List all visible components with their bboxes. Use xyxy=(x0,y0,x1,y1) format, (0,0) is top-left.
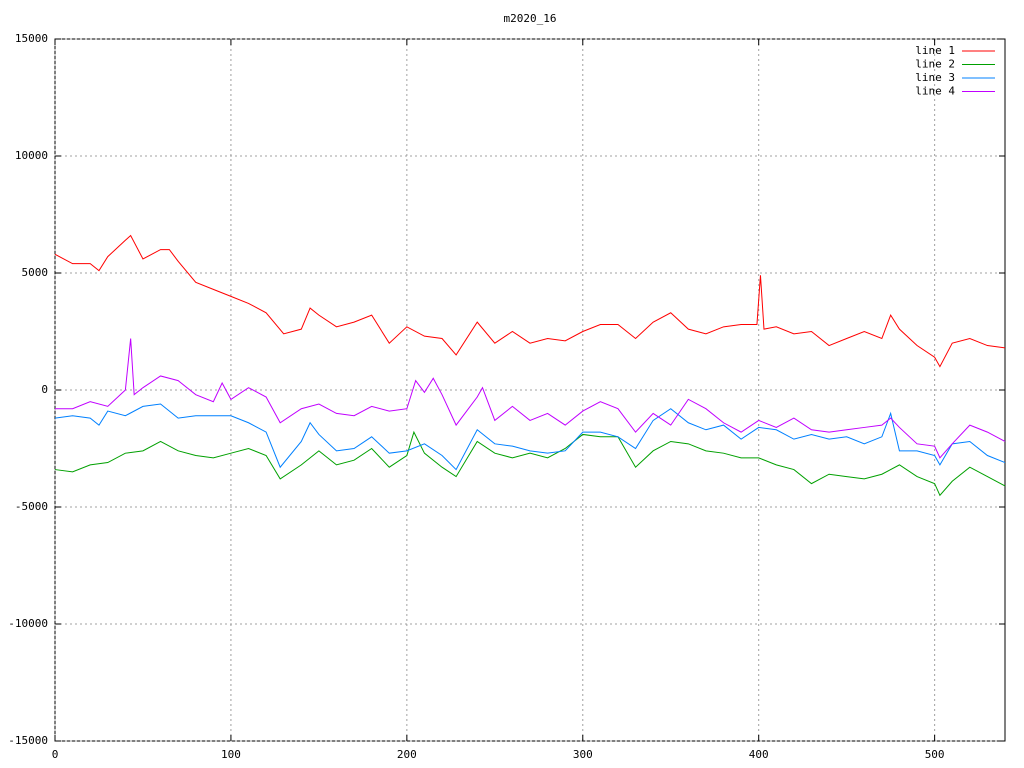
y-tick-label: 5000 xyxy=(22,266,49,279)
x-tick-label: 500 xyxy=(925,748,945,761)
x-tick-label: 200 xyxy=(397,748,417,761)
x-tick-label: 400 xyxy=(749,748,769,761)
x-tick-label: 100 xyxy=(221,748,241,761)
y-tick-label: 0 xyxy=(41,383,48,396)
legend-label: line 1 xyxy=(915,44,955,57)
data-line xyxy=(54,403,1006,471)
chart-title: m2020_16 xyxy=(504,12,557,25)
legend-label: line 2 xyxy=(915,58,955,71)
y-tick-label: 10000 xyxy=(15,149,48,162)
data-line xyxy=(54,234,1006,368)
y-tick-label: 15000 xyxy=(15,32,48,45)
y-tick-label: -15000 xyxy=(8,734,48,747)
data-line xyxy=(54,430,1006,497)
legend-label: line 4 xyxy=(915,85,955,98)
x-tick-label: 0 xyxy=(52,748,59,761)
data-line xyxy=(55,338,1006,459)
y-tick-label: -5000 xyxy=(15,500,48,513)
y-tick-label: -10000 xyxy=(8,617,48,630)
legend-label: line 3 xyxy=(915,71,955,84)
x-tick-label: 300 xyxy=(573,748,593,761)
